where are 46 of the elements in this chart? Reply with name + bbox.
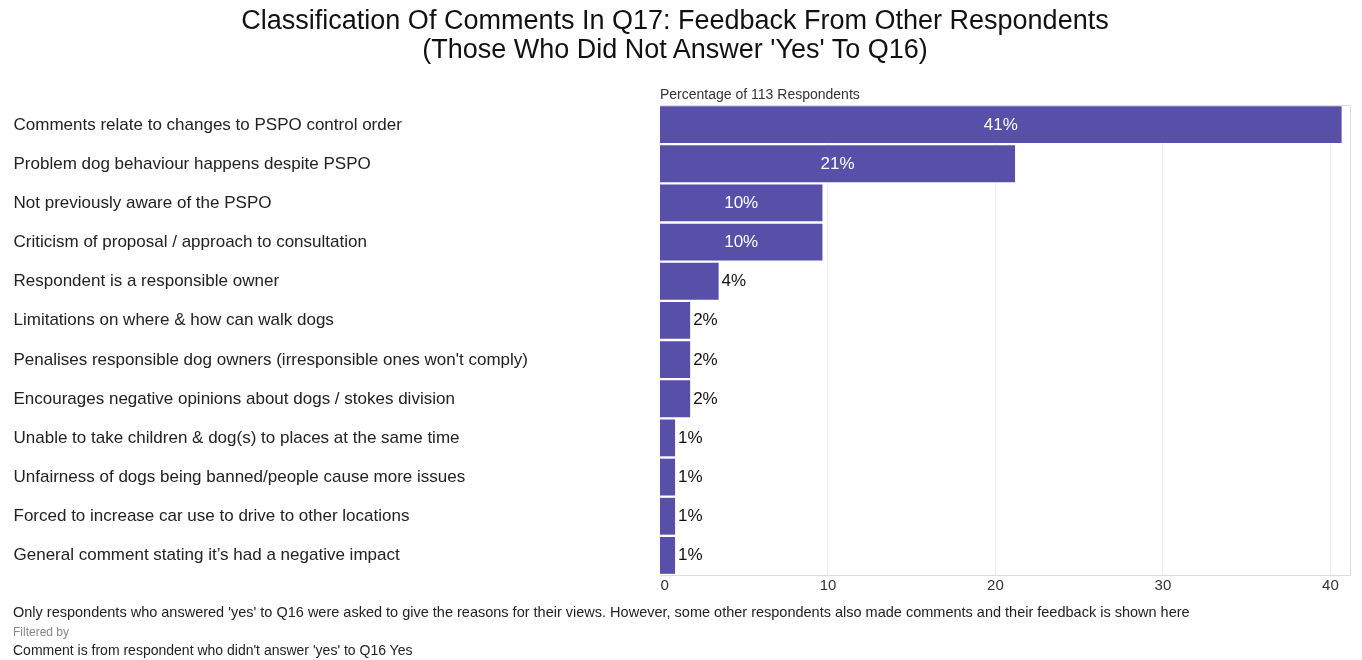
text: Comment is from respondent who didn't answer 'yes' to Q16 Yes (13, 642, 413, 658)
data-label: 1% (678, 427, 703, 447)
bar (660, 302, 691, 339)
y-tick-label: General comment stating it’s had a negative impact (13, 545, 400, 565)
y-tick-label: Comments relate to changes to PSPO control order (13, 114, 403, 134)
y-tick-label: Encourages negative opinions about dogs / stokes division (13, 388, 455, 408)
bar (660, 380, 691, 418)
data-label: 10% (724, 192, 759, 212)
bar (660, 223, 823, 261)
x-tick-label: 0 (660, 575, 669, 593)
bar (660, 262, 719, 300)
text: Only respondents who answered 'yes' to Q16 were asked to give the reasons for their views. However, some other respondents also made comments and their feedback is shown here (13, 604, 1190, 620)
data-label: 10% (724, 232, 759, 252)
bar (660, 341, 691, 378)
y-tick-label: Forced to increase car use to drive to other locations (13, 506, 410, 526)
y-tick-label: Not previously aware of the PSPO (13, 192, 272, 212)
x-tick-label: 30 (1154, 575, 1172, 593)
y-tick-label: Unfairness of dogs being banned/people cause more issues (13, 467, 466, 487)
data-label: 41% (983, 114, 1018, 134)
bar (660, 497, 676, 535)
y-tick-label: Problem dog behaviour happens despite PSPO (13, 153, 371, 173)
y-tick-label: Unable to take children & dog(s) to places at the same time (13, 427, 460, 447)
data-label: 2% (693, 388, 718, 408)
y-tick-label: Penalises responsible dog owners (irresponsible ones won't comply) (13, 349, 528, 369)
chart-title: Classification Of Comments In Q17: Feedback From Other Respondents (Those Who Did Not Answer 'Yes' To Q16) (241, 5, 1109, 64)
data-label: 1% (678, 545, 703, 565)
y-tick-label: Respondent is a responsible owner (13, 271, 280, 291)
bar (660, 106, 1342, 143)
x-axis-title: Percentage of 113 Respondents (660, 86, 860, 102)
y-tick-label: Limitations on where & how can walk dogs (13, 310, 334, 330)
data-label: 1% (678, 467, 703, 487)
data-label: 1% (678, 506, 703, 526)
x-tick-label: 40 (1322, 575, 1339, 593)
data-label: 4% (721, 271, 747, 291)
bar (660, 458, 676, 496)
y-tick-label: Criticism of proposal / approach to consultation (13, 232, 367, 252)
bar (660, 419, 676, 457)
bar (660, 537, 676, 574)
x-tick-label: 20 (987, 575, 1004, 593)
text: Filtered by (13, 625, 70, 639)
x-tick-label: 10 (819, 575, 837, 593)
bar (660, 184, 823, 222)
data-label: 2% (693, 349, 718, 369)
data-label: 2% (693, 310, 718, 330)
data-label: 21% (820, 153, 855, 173)
bar (660, 145, 1016, 183)
